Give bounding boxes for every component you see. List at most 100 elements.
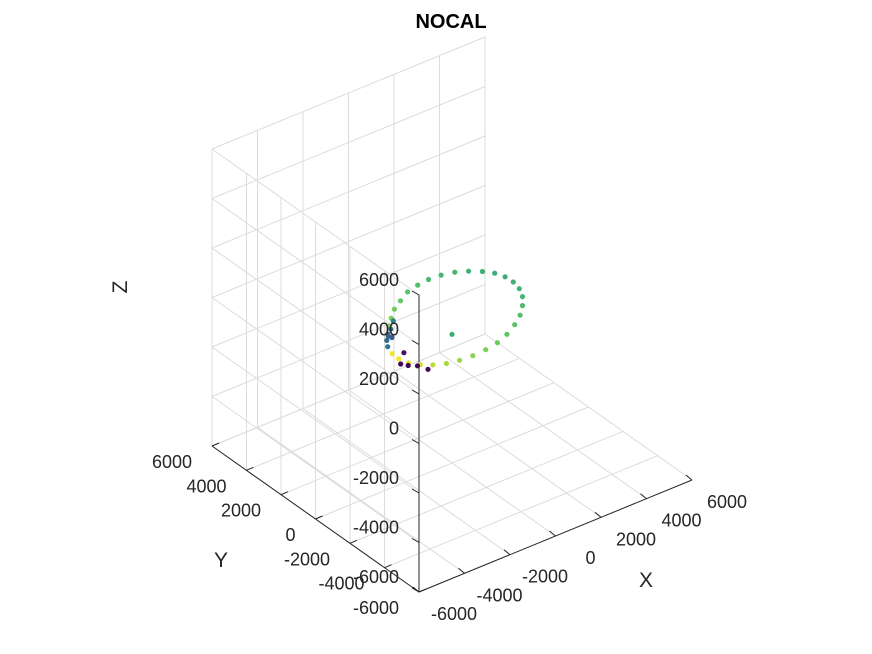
z-tick-mark	[411, 389, 420, 395]
data-point	[425, 276, 432, 283]
grid-line	[211, 185, 486, 298]
data-point	[389, 334, 395, 341]
data-point	[390, 318, 396, 324]
grid-line	[315, 406, 589, 520]
data-point	[494, 340, 500, 346]
z-tick-mark	[411, 488, 420, 494]
z-tick-label: -4000	[353, 518, 399, 538]
x-axis-label: X	[639, 569, 653, 592]
data-point	[517, 312, 523, 318]
data-point	[504, 331, 510, 337]
z-tick-label: 6000	[359, 270, 399, 290]
data-point	[510, 279, 516, 285]
grid-line	[211, 247, 420, 395]
grid-line	[211, 297, 420, 444]
grid-line	[349, 430, 624, 544]
data-point	[388, 326, 394, 332]
x-tick-mark	[503, 549, 511, 556]
data-point	[405, 289, 411, 295]
x-tick-label: 6000	[707, 492, 747, 512]
data-point	[397, 298, 404, 304]
y-tick-mark	[349, 539, 358, 544]
y-tick-label: 2000	[221, 501, 261, 521]
data-point	[457, 357, 463, 363]
data-points	[384, 268, 526, 372]
grid-line	[211, 333, 486, 447]
grid-line	[211, 234, 486, 348]
z-axis-label: Z	[109, 280, 132, 293]
grid-line	[211, 36, 486, 150]
z-tick-label: -6000	[353, 567, 399, 587]
y-tick-mark	[211, 442, 220, 447]
data-point	[519, 294, 526, 300]
grid-line	[211, 198, 420, 345]
y-tick-label: -6000	[353, 598, 399, 618]
y-tick-label: -4000	[318, 574, 364, 594]
tick-labels: -6000-4000-20000200040006000-6000-4000-2…	[152, 270, 747, 624]
z-tick-label: -2000	[353, 468, 399, 488]
axis-lines	[211, 290, 693, 593]
x-tick-label: 4000	[661, 511, 701, 531]
data-point	[479, 268, 485, 275]
data-point	[414, 363, 421, 369]
y-tick-label: 6000	[152, 452, 192, 472]
data-point	[401, 350, 407, 356]
z-tick-label: 0	[389, 419, 399, 439]
data-point	[452, 269, 458, 275]
data-point	[430, 362, 436, 368]
x-tick-mark	[685, 474, 693, 481]
data-point	[512, 322, 518, 328]
data-point	[492, 270, 498, 276]
x-tick-mark	[640, 493, 647, 500]
z-tick-mark	[411, 587, 420, 593]
data-point	[438, 272, 444, 278]
data-point	[425, 366, 431, 372]
z-tick-mark	[411, 290, 420, 296]
data-point	[391, 306, 397, 312]
grid-line	[246, 357, 520, 471]
y-tick-mark	[246, 466, 254, 471]
y-tick-mark	[280, 491, 289, 496]
y-tick-mark	[418, 588, 427, 593]
grid-line	[211, 135, 486, 249]
data-point	[405, 362, 411, 369]
data-point	[385, 344, 391, 350]
data-point	[516, 286, 522, 292]
data-point	[389, 351, 395, 357]
y-tick-mark	[315, 515, 323, 520]
data-point	[449, 331, 455, 337]
data-point	[415, 282, 421, 288]
data-point	[470, 353, 476, 359]
y-tick-mark	[384, 564, 392, 569]
x-tick-mark	[549, 530, 556, 537]
y-tick-label: 0	[285, 525, 295, 545]
z-tick-mark	[411, 538, 420, 543]
chart-title: NOCAL	[415, 11, 486, 33]
y-tick-label: -2000	[284, 549, 330, 569]
x-tick-mark	[594, 511, 602, 518]
data-point	[396, 356, 402, 362]
x-tick-label: -4000	[476, 585, 522, 605]
data-point	[466, 268, 472, 274]
grid-lines	[211, 36, 693, 593]
x-tick-label: 0	[585, 548, 595, 568]
grid-line	[211, 148, 420, 296]
grid-line	[211, 396, 420, 543]
grid-line	[211, 346, 420, 494]
data-point	[502, 274, 508, 280]
data-point	[519, 303, 526, 309]
grid-line	[280, 382, 555, 496]
data-point	[443, 360, 449, 367]
data-point	[398, 361, 404, 367]
z-tick-label: 2000	[359, 369, 399, 389]
x-tick-mark	[458, 567, 465, 574]
x-tick-label: -2000	[522, 567, 568, 587]
x-tick-label: -6000	[431, 604, 477, 624]
grid-line	[384, 455, 658, 569]
x-tick-label: 2000	[616, 529, 656, 549]
z-tick-mark	[411, 340, 420, 345]
grid-line	[211, 86, 486, 199]
y-tick-label: 4000	[186, 476, 226, 496]
grid-line	[211, 284, 486, 397]
